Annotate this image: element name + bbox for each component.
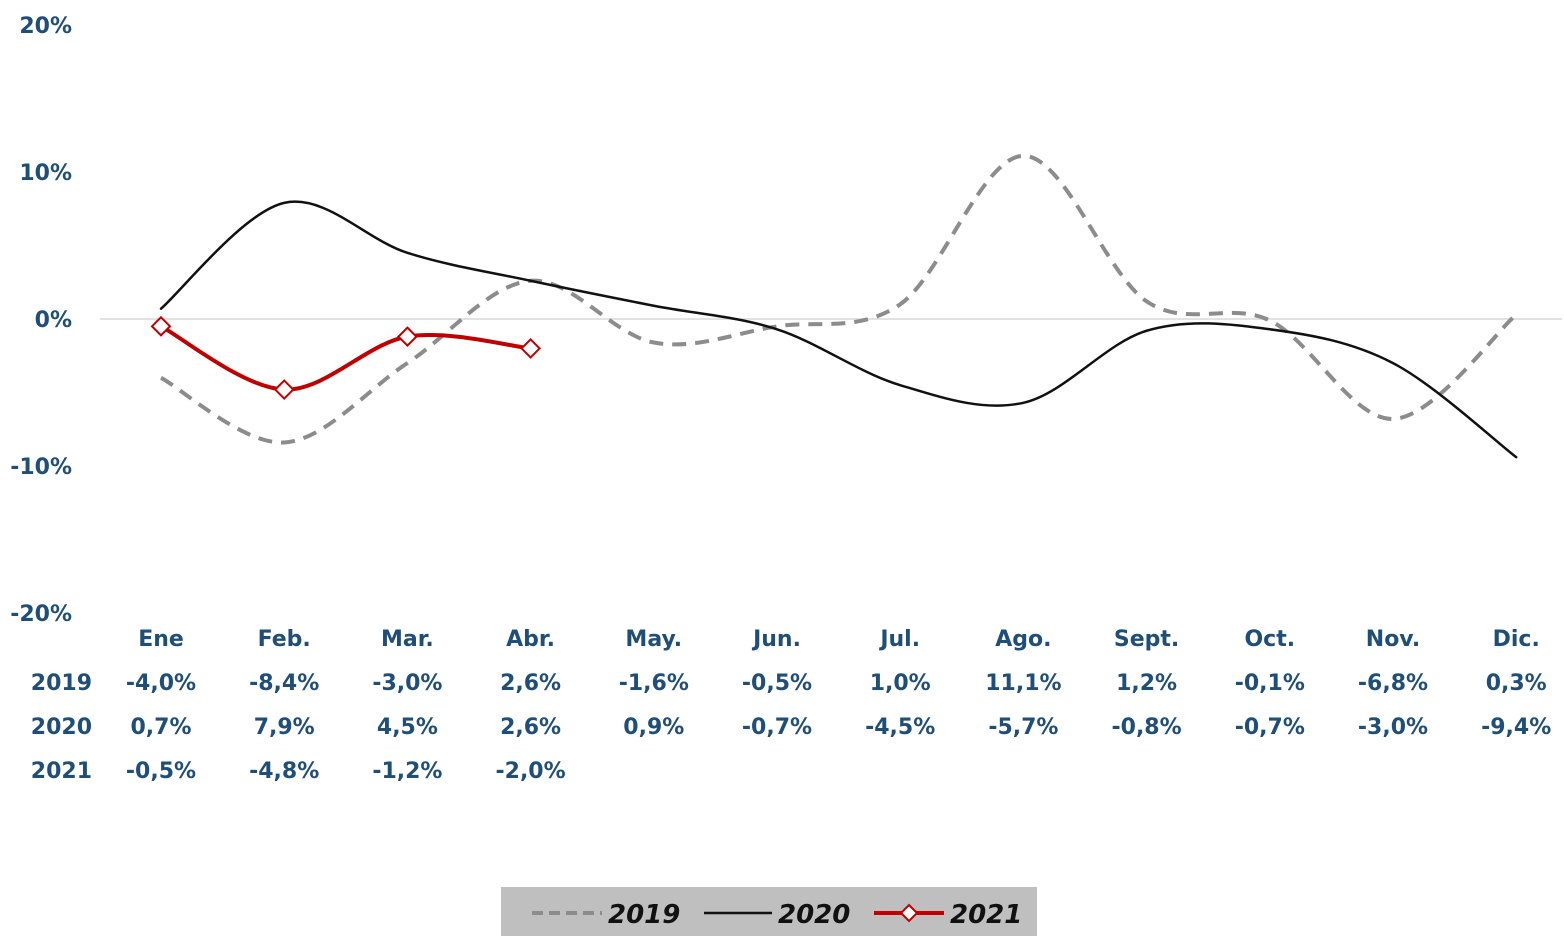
legend-label-2021: 2021 <box>950 900 1022 930</box>
data-label: -1,6% <box>619 671 689 696</box>
series-line-2021 <box>159 324 533 392</box>
data-label: 2,6% <box>500 715 561 740</box>
month-label: Nov. <box>1366 627 1420 652</box>
data-label: 11,1% <box>985 671 1061 696</box>
y-tick-label: 10% <box>19 161 72 186</box>
month-label: Jul. <box>878 627 920 652</box>
series-line-2019 <box>160 153 1518 445</box>
data-label: 0,3% <box>1486 671 1547 696</box>
month-label: Dic. <box>1493 627 1540 652</box>
data-label: -1,2% <box>372 759 442 784</box>
data-label: -3,0% <box>372 671 442 696</box>
data-point-2021 <box>396 326 418 348</box>
markers-layer <box>150 315 542 400</box>
month-label: Jun. <box>751 627 801 652</box>
data-label: -0,8% <box>1112 715 1182 740</box>
y-axis: 20% 10% 0% -10% -20% <box>10 14 72 627</box>
y-tick-label: 0% <box>35 308 72 333</box>
data-label: 0,7% <box>130 715 191 740</box>
data-label: 4,5% <box>377 715 438 740</box>
data-label: -0,5% <box>742 671 812 696</box>
data-label: -0,7% <box>742 715 812 740</box>
data-table: Ene Feb. Mar. Abr. May. Jun. Jul. Ago. Sept. Oct.… <box>31 627 1552 784</box>
month-label: Sept. <box>1114 627 1179 652</box>
data-point-2021 <box>273 379 295 400</box>
legend-label-2019: 2019 <box>608 900 680 930</box>
data-label: -4,5% <box>865 715 935 740</box>
data-label: -0,7% <box>1235 715 1305 740</box>
legend-marker-2021 <box>899 903 919 923</box>
series-line-2020 <box>159 200 1518 459</box>
data-point-2021 <box>520 337 542 359</box>
month-label: Ago. <box>995 627 1051 652</box>
data-label: -6,8% <box>1358 671 1428 696</box>
data-label: -0,1% <box>1235 671 1305 696</box>
data-label: -0,5% <box>126 759 196 784</box>
legend-label-2020: 2020 <box>778 900 850 930</box>
legend: 2019 2020 2021 <box>501 887 1037 936</box>
table-row-label: 2021 <box>31 759 92 784</box>
month-label: May. <box>625 627 682 652</box>
data-label: -4,0% <box>126 671 196 696</box>
table-row-label: 2020 <box>31 715 92 740</box>
month-label: Feb. <box>258 627 311 652</box>
data-label: 1,2% <box>1116 671 1177 696</box>
data-label: 1,0% <box>870 671 931 696</box>
data-label: 2,6% <box>500 671 561 696</box>
data-point-2021 <box>150 315 172 337</box>
data-label: 7,9% <box>254 715 315 740</box>
data-label: -2,0% <box>496 759 566 784</box>
data-label: -9,4% <box>1481 715 1551 740</box>
month-label: Mar. <box>381 627 434 652</box>
table-row-label: 2019 <box>31 671 92 696</box>
data-label: 0,9% <box>623 715 684 740</box>
month-label: Abr. <box>506 627 555 652</box>
month-label: Ene <box>138 627 184 652</box>
data-label: -4,8% <box>249 759 319 784</box>
y-tick-label: 20% <box>19 14 72 39</box>
data-label: -8,4% <box>249 671 319 696</box>
data-label: -3,0% <box>1358 715 1428 740</box>
series-layer <box>159 153 1518 459</box>
y-tick-label: -20% <box>10 602 72 627</box>
y-tick-label: -10% <box>10 455 72 480</box>
data-label: -5,7% <box>988 715 1058 740</box>
month-label: Oct. <box>1244 627 1295 652</box>
